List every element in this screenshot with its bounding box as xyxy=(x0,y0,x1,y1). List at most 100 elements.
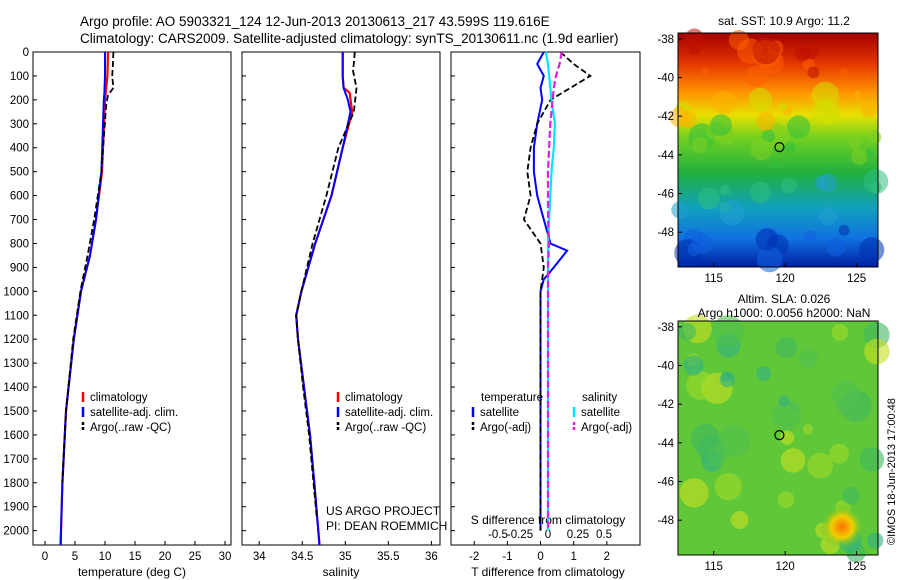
sst-patch xyxy=(719,184,731,196)
sla-patch xyxy=(803,424,813,435)
diff-series-temp-satellite xyxy=(532,51,569,531)
depth-tick-label: 500 xyxy=(10,167,29,179)
sst-patch xyxy=(819,207,838,226)
sst-patch xyxy=(865,149,875,158)
depth-tick-label: 1000 xyxy=(3,286,29,298)
depth-tick-label: 900 xyxy=(10,262,29,274)
sst-map-frame xyxy=(677,32,879,268)
sst-float-marker xyxy=(774,142,785,153)
sla-lat-tick-label: -38 xyxy=(657,322,674,334)
sla-patch xyxy=(686,371,715,400)
tdiff-legend-argo-label: Argo(-adj) xyxy=(480,422,531,434)
tdiff-legend-satellite-label: satellite xyxy=(480,407,519,419)
depth-tick-label: 1600 xyxy=(3,430,29,442)
sal-series-argo xyxy=(295,51,358,519)
sst-patch xyxy=(794,45,811,62)
sst-lon-tick-label: 125 xyxy=(847,273,866,285)
depth-tick-label: 700 xyxy=(10,215,29,227)
sst-patch xyxy=(848,136,862,150)
tdiff-axis-label: T difference from climatology xyxy=(471,565,625,579)
header-line1: Argo profile: AO 5903321_124 12-Jun-2013… xyxy=(80,14,550,29)
sla-patch xyxy=(730,511,749,529)
sal-tick-label: 35.5 xyxy=(377,551,399,563)
sst-patch xyxy=(859,237,885,263)
temp-tick-label: 30 xyxy=(219,551,232,563)
sst-patch xyxy=(748,87,772,112)
annotation-pi: PI: DEAN ROEMMICH xyxy=(326,519,447,533)
sla-lat-tick-label: -42 xyxy=(657,399,674,411)
sdiff-legend-title: salinity xyxy=(582,392,617,404)
sla-patch xyxy=(683,355,704,376)
sst-patch xyxy=(826,237,845,257)
depth-tick-label: 1800 xyxy=(3,478,29,490)
sst-lat-tick-label: -40 xyxy=(657,72,674,84)
sst-lon-tick-label: 115 xyxy=(705,273,723,285)
sst-patch xyxy=(838,224,850,236)
annotation-project: US ARGO PROJECT xyxy=(326,504,441,518)
sla-map-frame xyxy=(677,320,879,556)
sla-patch xyxy=(831,380,860,409)
sla-float-marker xyxy=(774,430,785,441)
sla-patch xyxy=(679,478,709,508)
sst-lat-tick-label: -46 xyxy=(657,189,674,201)
tdiff-legend-title: temperature xyxy=(481,392,543,404)
sst-patch xyxy=(770,159,782,170)
sla-patch xyxy=(864,338,890,365)
sst-patch xyxy=(719,199,745,225)
imos-stamp: ©IMOS 18-Jun-2013 17:00:48 xyxy=(886,398,898,545)
temp-tick-label: 5 xyxy=(72,551,78,563)
sla-patch xyxy=(714,473,742,501)
sla-patch xyxy=(778,395,790,407)
sst-patch xyxy=(750,138,773,161)
sla-patch xyxy=(777,491,795,509)
tdiff-tick-label: 0 xyxy=(537,551,543,563)
sdiff-tick-label: -0.5 xyxy=(488,529,508,541)
sla-lat-tick-label: -48 xyxy=(657,515,674,527)
sla-patch xyxy=(719,371,736,388)
sst-patch xyxy=(764,123,790,149)
sdiff-tick-label: -0.25 xyxy=(507,529,533,541)
sla-patch xyxy=(780,448,806,473)
panel-frame-diff xyxy=(450,51,641,546)
sal-tick-label: 36 xyxy=(425,551,438,563)
sst-patch xyxy=(755,228,778,251)
sdiff-legend-argo-label: Argo(-adj) xyxy=(581,422,632,434)
sst-patch xyxy=(860,100,878,118)
depth-tick-label: 1400 xyxy=(3,382,29,394)
diff-series-temp-argo xyxy=(522,51,592,531)
sst-patch xyxy=(750,181,771,203)
sla-map xyxy=(677,314,890,563)
tdiff-tick-label: 2 xyxy=(604,551,610,563)
header-line2: Climatology: CARS2009. Satellite-adjuste… xyxy=(80,31,619,46)
depth-tick-label: 100 xyxy=(10,71,29,83)
temp-axis-label: temperature (deg C) xyxy=(78,565,186,579)
sdiff-tick-label: 0 xyxy=(545,529,551,541)
sla-map-subtitle: Argo h1000: 0.0056 h2000: NaN xyxy=(698,306,871,320)
sdiff-legend-satellite-label: satellite xyxy=(581,407,620,419)
sla-lon-tick-label: 115 xyxy=(705,561,723,573)
sla-lon-tick-label: 125 xyxy=(847,561,866,573)
depth-tick-label: 1700 xyxy=(3,454,29,466)
sla-lat-tick-label: -44 xyxy=(657,438,674,450)
sst-patch xyxy=(814,175,829,190)
sst-lon-tick-label: 120 xyxy=(776,273,795,285)
sla-lon-tick-label: 120 xyxy=(776,561,795,573)
temp-tick-label: 25 xyxy=(189,551,202,563)
sal-tick-label: 35 xyxy=(339,551,352,563)
sst-patch xyxy=(756,111,776,131)
tdiff-tick-label: 1 xyxy=(570,551,576,563)
sst-patch xyxy=(671,201,689,219)
sla-patch xyxy=(678,322,697,341)
sla-lat-tick-label: -40 xyxy=(657,360,674,372)
sla-patch xyxy=(775,336,797,359)
sst-lat-tick-label: -42 xyxy=(657,111,674,123)
temp-tick-label: 15 xyxy=(129,551,142,563)
depth-tick-label: 400 xyxy=(10,143,29,155)
temp-series-argo xyxy=(61,51,115,483)
depth-tick-label: 1100 xyxy=(4,310,29,322)
depth-tick-label: 1900 xyxy=(3,502,29,514)
temp-legend-climatology-label: climatology xyxy=(90,392,148,404)
sst-map xyxy=(669,28,889,273)
sst-patch xyxy=(839,68,849,77)
